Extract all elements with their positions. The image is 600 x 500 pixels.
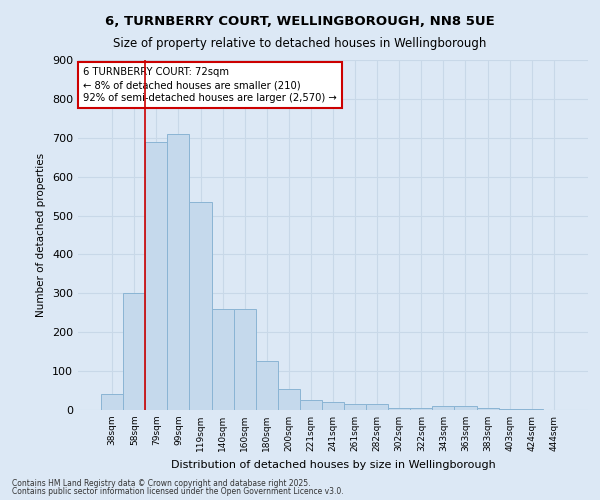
Bar [300, 400, 322, 410]
Bar [410, 408, 433, 410]
Bar [167, 134, 190, 410]
X-axis label: Distribution of detached houses by size in Wellingborough: Distribution of detached houses by size … [170, 460, 496, 469]
Text: 6, TURNBERRY COURT, WELLINGBOROUGH, NN8 5UE: 6, TURNBERRY COURT, WELLINGBOROUGH, NN8 … [105, 15, 495, 28]
Bar [366, 404, 388, 410]
Bar [499, 409, 521, 410]
Bar [476, 408, 499, 410]
Bar [101, 394, 123, 410]
Bar [256, 362, 278, 410]
Bar [190, 202, 212, 410]
Text: Size of property relative to detached houses in Wellingborough: Size of property relative to detached ho… [113, 38, 487, 51]
Text: 6 TURNBERRY COURT: 72sqm
← 8% of detached houses are smaller (210)
92% of semi-d: 6 TURNBERRY COURT: 72sqm ← 8% of detache… [83, 67, 337, 104]
Bar [322, 402, 344, 410]
Bar [454, 406, 476, 410]
Text: Contains HM Land Registry data © Crown copyright and database right 2025.: Contains HM Land Registry data © Crown c… [12, 478, 311, 488]
Bar [145, 142, 167, 410]
Bar [344, 404, 366, 410]
Bar [212, 309, 233, 410]
Bar [123, 294, 145, 410]
Bar [521, 409, 543, 410]
Bar [433, 406, 454, 410]
Bar [278, 388, 300, 410]
Bar [388, 408, 410, 410]
Text: Contains public sector information licensed under the Open Government Licence v3: Contains public sector information licen… [12, 487, 344, 496]
Bar [233, 309, 256, 410]
Y-axis label: Number of detached properties: Number of detached properties [37, 153, 46, 317]
